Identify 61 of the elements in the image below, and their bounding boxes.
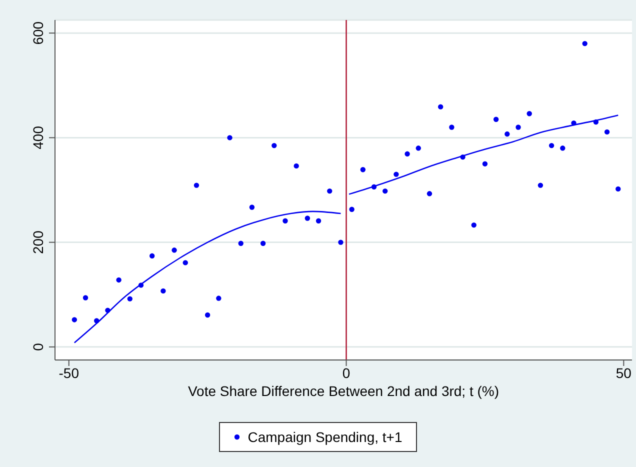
point <box>316 218 322 224</box>
point <box>182 260 188 266</box>
point <box>272 142 277 148</box>
point <box>116 277 122 283</box>
point <box>504 131 510 137</box>
point <box>216 296 222 301</box>
point <box>571 120 576 126</box>
point <box>260 240 266 246</box>
point <box>616 186 621 192</box>
point <box>227 135 232 140</box>
line-series <box>74 210 342 344</box>
x-axis-title: Vote Share Difference Between 2nd and 3rd; t (%) <box>188 383 500 399</box>
point <box>416 146 421 151</box>
y-tick-label: 0 <box>30 342 46 351</box>
point <box>460 154 466 160</box>
point <box>593 119 599 125</box>
point <box>560 146 566 151</box>
x-tick-label: -50 <box>58 364 80 381</box>
point <box>404 151 410 157</box>
line-series <box>348 114 619 195</box>
point <box>582 40 588 46</box>
point <box>282 218 288 224</box>
point <box>349 206 354 212</box>
point <box>538 182 544 188</box>
point <box>94 318 100 324</box>
point <box>493 116 499 122</box>
point <box>82 295 88 300</box>
point <box>382 188 388 194</box>
point <box>360 167 366 172</box>
point <box>526 111 532 116</box>
point <box>482 161 488 166</box>
point <box>249 204 255 210</box>
point <box>327 188 332 194</box>
x-tick-label: 50 <box>616 364 632 381</box>
point <box>72 317 78 322</box>
point <box>449 124 454 130</box>
point <box>471 222 476 228</box>
point <box>394 172 399 177</box>
point <box>149 253 155 259</box>
point <box>127 296 132 302</box>
point <box>160 288 166 294</box>
point <box>172 248 177 253</box>
point <box>105 308 110 313</box>
point <box>194 182 200 188</box>
point <box>338 240 344 245</box>
point <box>438 104 444 110</box>
y-tick-label: 200 <box>30 230 46 254</box>
point <box>138 282 144 288</box>
point <box>371 184 377 190</box>
y-tick-label: 600 <box>30 21 46 45</box>
point <box>604 129 610 135</box>
point <box>548 142 554 148</box>
point <box>294 163 299 169</box>
point <box>238 240 244 246</box>
legend-label: Campaign Spending, t+1 <box>248 429 402 445</box>
y-tick-label: 400 <box>30 126 46 150</box>
point <box>304 216 310 221</box>
x-tick-label: 0 <box>342 364 350 381</box>
point <box>516 124 521 130</box>
point <box>426 191 432 196</box>
point <box>204 312 210 318</box>
